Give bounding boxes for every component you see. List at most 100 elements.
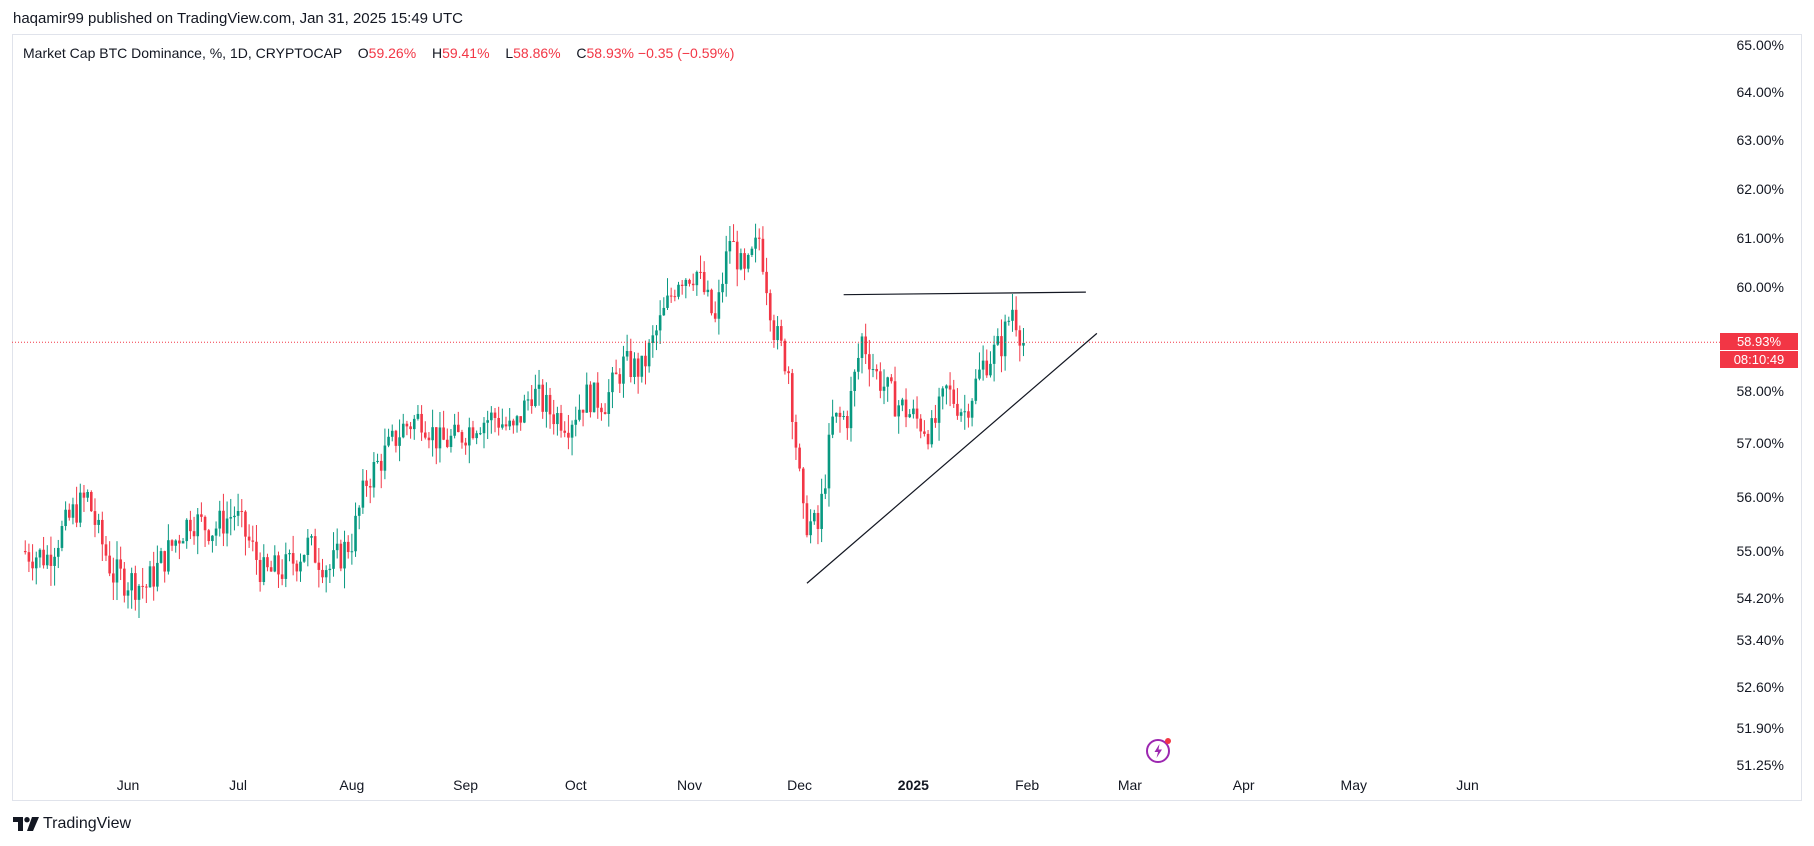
candle-body bbox=[923, 431, 926, 434]
candle-body bbox=[860, 336, 864, 358]
candle-body bbox=[603, 412, 607, 414]
candle-body bbox=[989, 363, 992, 376]
y-tick-label: 60.00% bbox=[1737, 279, 1784, 295]
candle-body bbox=[156, 562, 159, 587]
candle-body bbox=[277, 555, 280, 575]
candle-body bbox=[959, 412, 963, 416]
candle-body bbox=[295, 563, 299, 572]
candle-body bbox=[893, 381, 897, 417]
candle-body bbox=[108, 555, 111, 574]
candle-body bbox=[611, 372, 614, 393]
candle-body bbox=[90, 492, 93, 512]
legend-change: −0.35 (−0.59%) bbox=[637, 45, 735, 61]
candle-body bbox=[67, 509, 71, 518]
candle-body bbox=[640, 355, 644, 377]
candle-body bbox=[321, 569, 324, 578]
x-tick-label: May bbox=[1341, 777, 1367, 793]
candle-body bbox=[614, 372, 618, 375]
candle-body bbox=[824, 488, 827, 494]
candle-body bbox=[567, 432, 570, 438]
candle-body bbox=[937, 396, 941, 423]
candle-body bbox=[178, 540, 181, 544]
candle-body bbox=[636, 358, 640, 377]
candle-body bbox=[996, 336, 1000, 345]
candle-body bbox=[633, 358, 636, 378]
lightning-icon[interactable] bbox=[1145, 736, 1173, 764]
candle-body bbox=[214, 528, 218, 536]
candle-body bbox=[897, 405, 900, 417]
candle-body bbox=[350, 551, 354, 553]
candle-body bbox=[849, 390, 853, 429]
x-tick-label: 2025 bbox=[898, 777, 929, 793]
candle-body bbox=[684, 279, 688, 286]
candle-body bbox=[310, 536, 313, 538]
x-tick-label: Oct bbox=[565, 777, 587, 793]
candle-body bbox=[192, 531, 196, 537]
candle-body bbox=[523, 400, 526, 423]
candle-body bbox=[372, 462, 376, 488]
x-tick-label: Apr bbox=[1233, 777, 1255, 793]
candle-body bbox=[269, 567, 273, 572]
candle-body bbox=[346, 541, 350, 553]
candle-body bbox=[445, 439, 449, 447]
candle-body bbox=[750, 248, 754, 255]
candle-body bbox=[662, 307, 666, 316]
candle-body bbox=[772, 320, 776, 341]
candle-body bbox=[475, 433, 478, 439]
candle-body bbox=[578, 409, 581, 420]
candle-body bbox=[468, 427, 471, 446]
candle-body bbox=[563, 430, 567, 433]
symbol-legend[interactable]: Market Cap BTC Dominance, %, 1D, CRYPTOC… bbox=[23, 45, 734, 61]
candle-body bbox=[629, 351, 633, 378]
candle-body bbox=[552, 414, 556, 425]
candle-body bbox=[673, 296, 677, 298]
candle-body bbox=[464, 442, 467, 446]
candle-body bbox=[115, 559, 119, 583]
candle-body bbox=[596, 382, 600, 408]
candle-body bbox=[534, 388, 537, 406]
candle-body bbox=[244, 511, 247, 537]
candle-body bbox=[431, 427, 434, 441]
tradingview-logo[interactable]: TradingView bbox=[13, 815, 131, 833]
candle-body bbox=[930, 418, 934, 445]
candle-body bbox=[512, 420, 515, 426]
candle-body bbox=[196, 514, 200, 537]
y-tick-label: 52.60% bbox=[1737, 679, 1784, 695]
candle-body bbox=[541, 384, 545, 412]
candle-body bbox=[912, 408, 915, 415]
candle-body bbox=[625, 351, 629, 357]
candle-body bbox=[585, 384, 589, 413]
candle-body bbox=[376, 460, 379, 463]
candle-body bbox=[798, 447, 801, 469]
candle-body bbox=[838, 412, 842, 417]
candle-body bbox=[948, 385, 952, 390]
candle-body bbox=[104, 544, 108, 556]
candle-body bbox=[695, 271, 699, 286]
candle-body bbox=[185, 519, 189, 542]
candle-body bbox=[126, 590, 130, 596]
candle-body bbox=[835, 412, 838, 417]
candle-body bbox=[78, 492, 82, 523]
candle-body bbox=[328, 568, 332, 571]
candle-body bbox=[387, 436, 390, 446]
candle-body bbox=[666, 295, 669, 308]
candle-body bbox=[658, 315, 662, 331]
candle-body bbox=[864, 336, 867, 355]
candle-body bbox=[699, 271, 702, 273]
x-tick-label: Sep bbox=[453, 777, 478, 793]
candle-body bbox=[416, 413, 420, 419]
candle-body bbox=[732, 241, 735, 243]
y-tick-label: 58.00% bbox=[1737, 383, 1784, 399]
candle-body bbox=[956, 403, 959, 416]
candle-body bbox=[607, 392, 611, 414]
chart-pane[interactable] bbox=[12, 34, 1802, 801]
candle-body bbox=[886, 377, 889, 387]
candle-body bbox=[299, 561, 302, 572]
candle-body bbox=[497, 417, 500, 428]
resistance-line bbox=[843, 291, 1086, 296]
y-tick-label: 56.00% bbox=[1737, 489, 1784, 505]
x-tick-label: Aug bbox=[339, 777, 364, 793]
candle-body bbox=[501, 424, 504, 428]
candle-body bbox=[504, 424, 508, 427]
